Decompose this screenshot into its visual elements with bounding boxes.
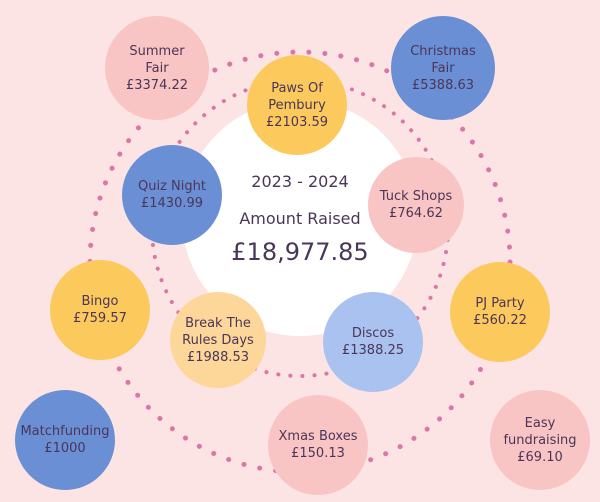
fundraiser-amount: £5388.63 — [411, 77, 475, 93]
fundraiser-label: Summer Fair — [129, 43, 185, 76]
fundraiser-bubble: Paws Of Pembury £2103.59 — [247, 55, 347, 155]
fundraiser-label: Xmas Boxes — [278, 429, 358, 444]
fundraiser-bubble: PJ Party £560.22 — [450, 262, 550, 362]
fundraiser-bubble: Matchfunding £1000 — [15, 390, 115, 490]
fundraiser-label: Tuck Shops — [379, 189, 453, 204]
fundraiser-amount: £1430.99 — [140, 196, 204, 211]
total: £18,977.85 — [231, 238, 369, 266]
fundraiser-label: Matchfunding — [20, 424, 110, 439]
fundraiser-bubble: Christmas Fair £5388.63 — [391, 16, 495, 120]
fundraiser-bubble: Tuck Shops £764.62 — [368, 157, 464, 253]
fundraiser-label: Break The Rules Days — [182, 315, 254, 348]
fundraiser-label: Christmas Fair — [410, 43, 476, 76]
fundraiser-label: Bingo — [81, 294, 119, 309]
fundraiser-amount: £1988.53 — [186, 349, 250, 365]
fundraiser-amount: £3374.22 — [125, 77, 189, 93]
center-text: 2023 - 2024 Amount Raised £18,977.85 — [200, 140, 400, 266]
fundraiser-bubble: Easy fundraising £69.10 — [490, 390, 590, 490]
fundraiser-label: Quiz Night — [138, 179, 206, 194]
fundraiser-amount: £69.10 — [517, 449, 563, 465]
fundraiser-label: Easy fundraising — [503, 415, 577, 448]
fundraiser-bubble: Bingo £759.57 — [50, 260, 150, 360]
fundraiser-label: PJ Party — [475, 296, 525, 311]
fundraiser-amount: £1388.25 — [341, 343, 405, 358]
fundraiser-bubble: Xmas Boxes £150.13 — [268, 395, 368, 495]
fundraiser-bubble: Summer Fair £3374.22 — [105, 16, 209, 120]
fundraiser-label: Discos — [351, 326, 395, 341]
fundraiser-amount: £560.22 — [473, 313, 527, 328]
fundraiser-label: Paws Of Pembury — [268, 80, 326, 113]
fundraiser-bubble: Discos £1388.25 — [323, 292, 423, 392]
fundraiser-amount: £1000 — [44, 441, 86, 456]
fundraiser-bubble: Quiz Night £1430.99 — [122, 145, 222, 245]
center-circle — [182, 100, 418, 336]
fundraiser-amount: £2103.59 — [265, 114, 329, 130]
fundraiser-bubble: Break The Rules Days £1988.53 — [170, 292, 266, 388]
years: 2023 - 2024 — [251, 172, 349, 191]
amount-label: Amount Raised — [239, 209, 361, 228]
fundraiser-amount: £759.57 — [73, 311, 127, 326]
fundraiser-amount: £764.62 — [389, 206, 443, 221]
fundraiser-amount: £150.13 — [291, 446, 345, 461]
